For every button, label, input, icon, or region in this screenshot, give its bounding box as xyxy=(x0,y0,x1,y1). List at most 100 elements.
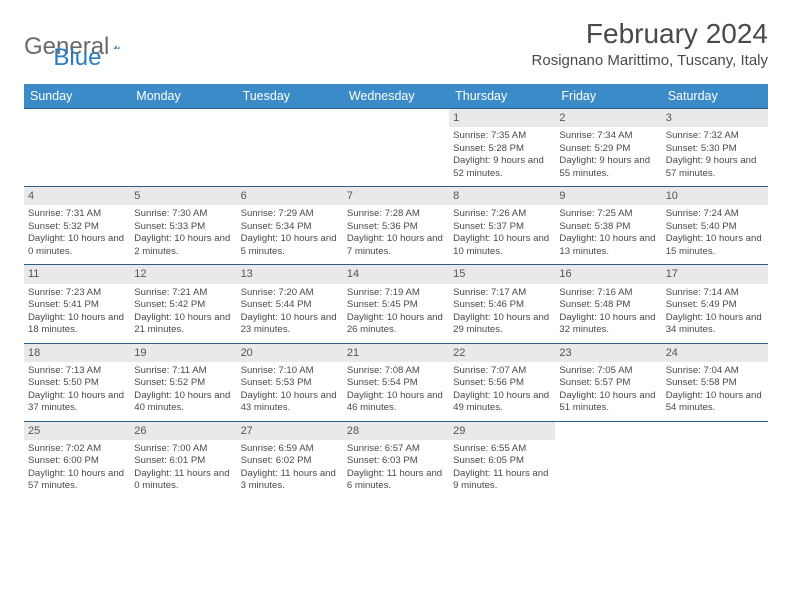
sunrise-text: Sunrise: 7:14 AM xyxy=(666,287,764,299)
sunset-text: Sunset: 5:33 PM xyxy=(134,221,232,233)
day-number: 22 xyxy=(449,344,555,362)
day-number: 1 xyxy=(449,109,555,127)
daylight-text: Daylight: 11 hours and 3 minutes. xyxy=(241,468,339,493)
calendar-day-cell: 29Sunrise: 6:55 AMSunset: 6:05 PMDayligh… xyxy=(449,421,555,499)
title-block: February 2024 Rosignano Marittimo, Tusca… xyxy=(532,18,768,69)
sunrise-text: Sunrise: 7:30 AM xyxy=(134,208,232,220)
sunset-text: Sunset: 5:41 PM xyxy=(28,299,126,311)
sunrise-text: Sunrise: 7:23 AM xyxy=(28,287,126,299)
daylight-text: Daylight: 10 hours and 40 minutes. xyxy=(134,390,232,415)
daylight-text: Daylight: 10 hours and 10 minutes. xyxy=(453,233,551,258)
sunset-text: Sunset: 5:37 PM xyxy=(453,221,551,233)
sunset-text: Sunset: 5:29 PM xyxy=(559,143,657,155)
sunrise-text: Sunrise: 7:25 AM xyxy=(559,208,657,220)
day-number: 16 xyxy=(555,265,661,283)
calendar-week-row: 25Sunrise: 7:02 AMSunset: 6:00 PMDayligh… xyxy=(24,421,768,499)
logo-text-blue: Blue xyxy=(53,44,101,72)
calendar-day-cell: 6Sunrise: 7:29 AMSunset: 5:34 PMDaylight… xyxy=(237,187,343,265)
day-number: 19 xyxy=(130,344,236,362)
day-number: 8 xyxy=(449,187,555,205)
page-header: General Blue February 2024 Rosignano Mar… xyxy=(24,18,768,72)
sunset-text: Sunset: 5:36 PM xyxy=(347,221,445,233)
calendar-day-cell xyxy=(24,109,130,187)
sunrise-text: Sunrise: 7:10 AM xyxy=(241,365,339,377)
day-number: 17 xyxy=(662,265,768,283)
sunset-text: Sunset: 5:32 PM xyxy=(28,221,126,233)
weekday-header: Friday xyxy=(555,84,661,109)
daylight-text: Daylight: 10 hours and 5 minutes. xyxy=(241,233,339,258)
logo-sail-icon xyxy=(113,38,120,56)
sunset-text: Sunset: 5:38 PM xyxy=(559,221,657,233)
day-number: 2 xyxy=(555,109,661,127)
sunrise-text: Sunrise: 7:08 AM xyxy=(347,365,445,377)
day-number: 11 xyxy=(24,265,130,283)
calendar-table: Sunday Monday Tuesday Wednesday Thursday… xyxy=(24,84,768,499)
sunrise-text: Sunrise: 7:20 AM xyxy=(241,287,339,299)
daylight-text: Daylight: 10 hours and 43 minutes. xyxy=(241,390,339,415)
sunset-text: Sunset: 6:01 PM xyxy=(134,455,232,467)
day-number: 10 xyxy=(662,187,768,205)
day-number: 25 xyxy=(24,422,130,440)
weekday-header: Monday xyxy=(130,84,236,109)
sunrise-text: Sunrise: 7:07 AM xyxy=(453,365,551,377)
sunset-text: Sunset: 5:57 PM xyxy=(559,377,657,389)
calendar-day-cell xyxy=(343,109,449,187)
weekday-header: Thursday xyxy=(449,84,555,109)
sunrise-text: Sunrise: 7:35 AM xyxy=(453,130,551,142)
sunrise-text: Sunrise: 6:59 AM xyxy=(241,443,339,455)
calendar-week-row: 1Sunrise: 7:35 AMSunset: 5:28 PMDaylight… xyxy=(24,109,768,187)
sunset-text: Sunset: 5:34 PM xyxy=(241,221,339,233)
sunset-text: Sunset: 5:53 PM xyxy=(241,377,339,389)
daylight-text: Daylight: 10 hours and 23 minutes. xyxy=(241,312,339,337)
calendar-day-cell: 15Sunrise: 7:17 AMSunset: 5:46 PMDayligh… xyxy=(449,265,555,343)
daylight-text: Daylight: 11 hours and 0 minutes. xyxy=(134,468,232,493)
sunrise-text: Sunrise: 7:13 AM xyxy=(28,365,126,377)
calendar-day-cell: 27Sunrise: 6:59 AMSunset: 6:02 PMDayligh… xyxy=(237,421,343,499)
daylight-text: Daylight: 9 hours and 55 minutes. xyxy=(559,155,657,180)
sunset-text: Sunset: 5:58 PM xyxy=(666,377,764,389)
sunset-text: Sunset: 6:05 PM xyxy=(453,455,551,467)
sunrise-text: Sunrise: 7:29 AM xyxy=(241,208,339,220)
daylight-text: Daylight: 11 hours and 6 minutes. xyxy=(347,468,445,493)
calendar-day-cell: 22Sunrise: 7:07 AMSunset: 5:56 PMDayligh… xyxy=(449,343,555,421)
location-text: Rosignano Marittimo, Tuscany, Italy xyxy=(532,52,768,69)
calendar-day-cell: 11 Sunrise: 7:23 AMSunset: 5:41 PMDayligh… xyxy=(24,265,130,343)
sunset-text: Sunset: 6:00 PM xyxy=(28,455,126,467)
sunset-text: Sunset: 5:40 PM xyxy=(666,221,764,233)
daylight-text: Daylight: 10 hours and 18 minutes. xyxy=(28,312,126,337)
logo: General Blue xyxy=(24,18,101,72)
sunrise-text: Sunrise: 7:31 AM xyxy=(28,208,126,220)
day-number: 3 xyxy=(662,109,768,127)
sunrise-text: Sunrise: 7:05 AM xyxy=(559,365,657,377)
calendar-day-cell: 8Sunrise: 7:26 AMSunset: 5:37 PMDaylight… xyxy=(449,187,555,265)
day-number: 29 xyxy=(449,422,555,440)
calendar-day-cell: 18Sunrise: 7:13 AMSunset: 5:50 PMDayligh… xyxy=(24,343,130,421)
daylight-text: Daylight: 10 hours and 13 minutes. xyxy=(559,233,657,258)
sunset-text: Sunset: 5:46 PM xyxy=(453,299,551,311)
calendar-day-cell: 4Sunrise: 7:31 AMSunset: 5:32 PMDaylight… xyxy=(24,187,130,265)
sunrise-text: Sunrise: 7:16 AM xyxy=(559,287,657,299)
daylight-text: Daylight: 10 hours and 15 minutes. xyxy=(666,233,764,258)
calendar-day-cell: 21Sunrise: 7:08 AMSunset: 5:54 PMDayligh… xyxy=(343,343,449,421)
daylight-text: Daylight: 10 hours and 0 minutes. xyxy=(28,233,126,258)
calendar-day-cell: 1Sunrise: 7:35 AMSunset: 5:28 PMDaylight… xyxy=(449,109,555,187)
sunset-text: Sunset: 5:56 PM xyxy=(453,377,551,389)
sunset-text: Sunset: 5:45 PM xyxy=(347,299,445,311)
calendar-day-cell: 25Sunrise: 7:02 AMSunset: 6:00 PMDayligh… xyxy=(24,421,130,499)
day-number: 21 xyxy=(343,344,449,362)
day-number: 5 xyxy=(130,187,236,205)
daylight-text: Daylight: 9 hours and 52 minutes. xyxy=(453,155,551,180)
weekday-header-row: Sunday Monday Tuesday Wednesday Thursday… xyxy=(24,84,768,109)
day-number: 15 xyxy=(449,265,555,283)
sunrise-text: Sunrise: 7:21 AM xyxy=(134,287,232,299)
weekday-header: Sunday xyxy=(24,84,130,109)
calendar-day-cell xyxy=(662,421,768,499)
sunrise-text: Sunrise: 6:57 AM xyxy=(347,443,445,455)
calendar-day-cell: 20Sunrise: 7:10 AMSunset: 5:53 PMDayligh… xyxy=(237,343,343,421)
daylight-text: Daylight: 10 hours and 29 minutes. xyxy=(453,312,551,337)
sunrise-text: Sunrise: 7:04 AM xyxy=(666,365,764,377)
sunset-text: Sunset: 5:42 PM xyxy=(134,299,232,311)
daylight-text: Daylight: 10 hours and 54 minutes. xyxy=(666,390,764,415)
day-number: 13 xyxy=(237,265,343,283)
calendar-day-cell: 7Sunrise: 7:28 AMSunset: 5:36 PMDaylight… xyxy=(343,187,449,265)
